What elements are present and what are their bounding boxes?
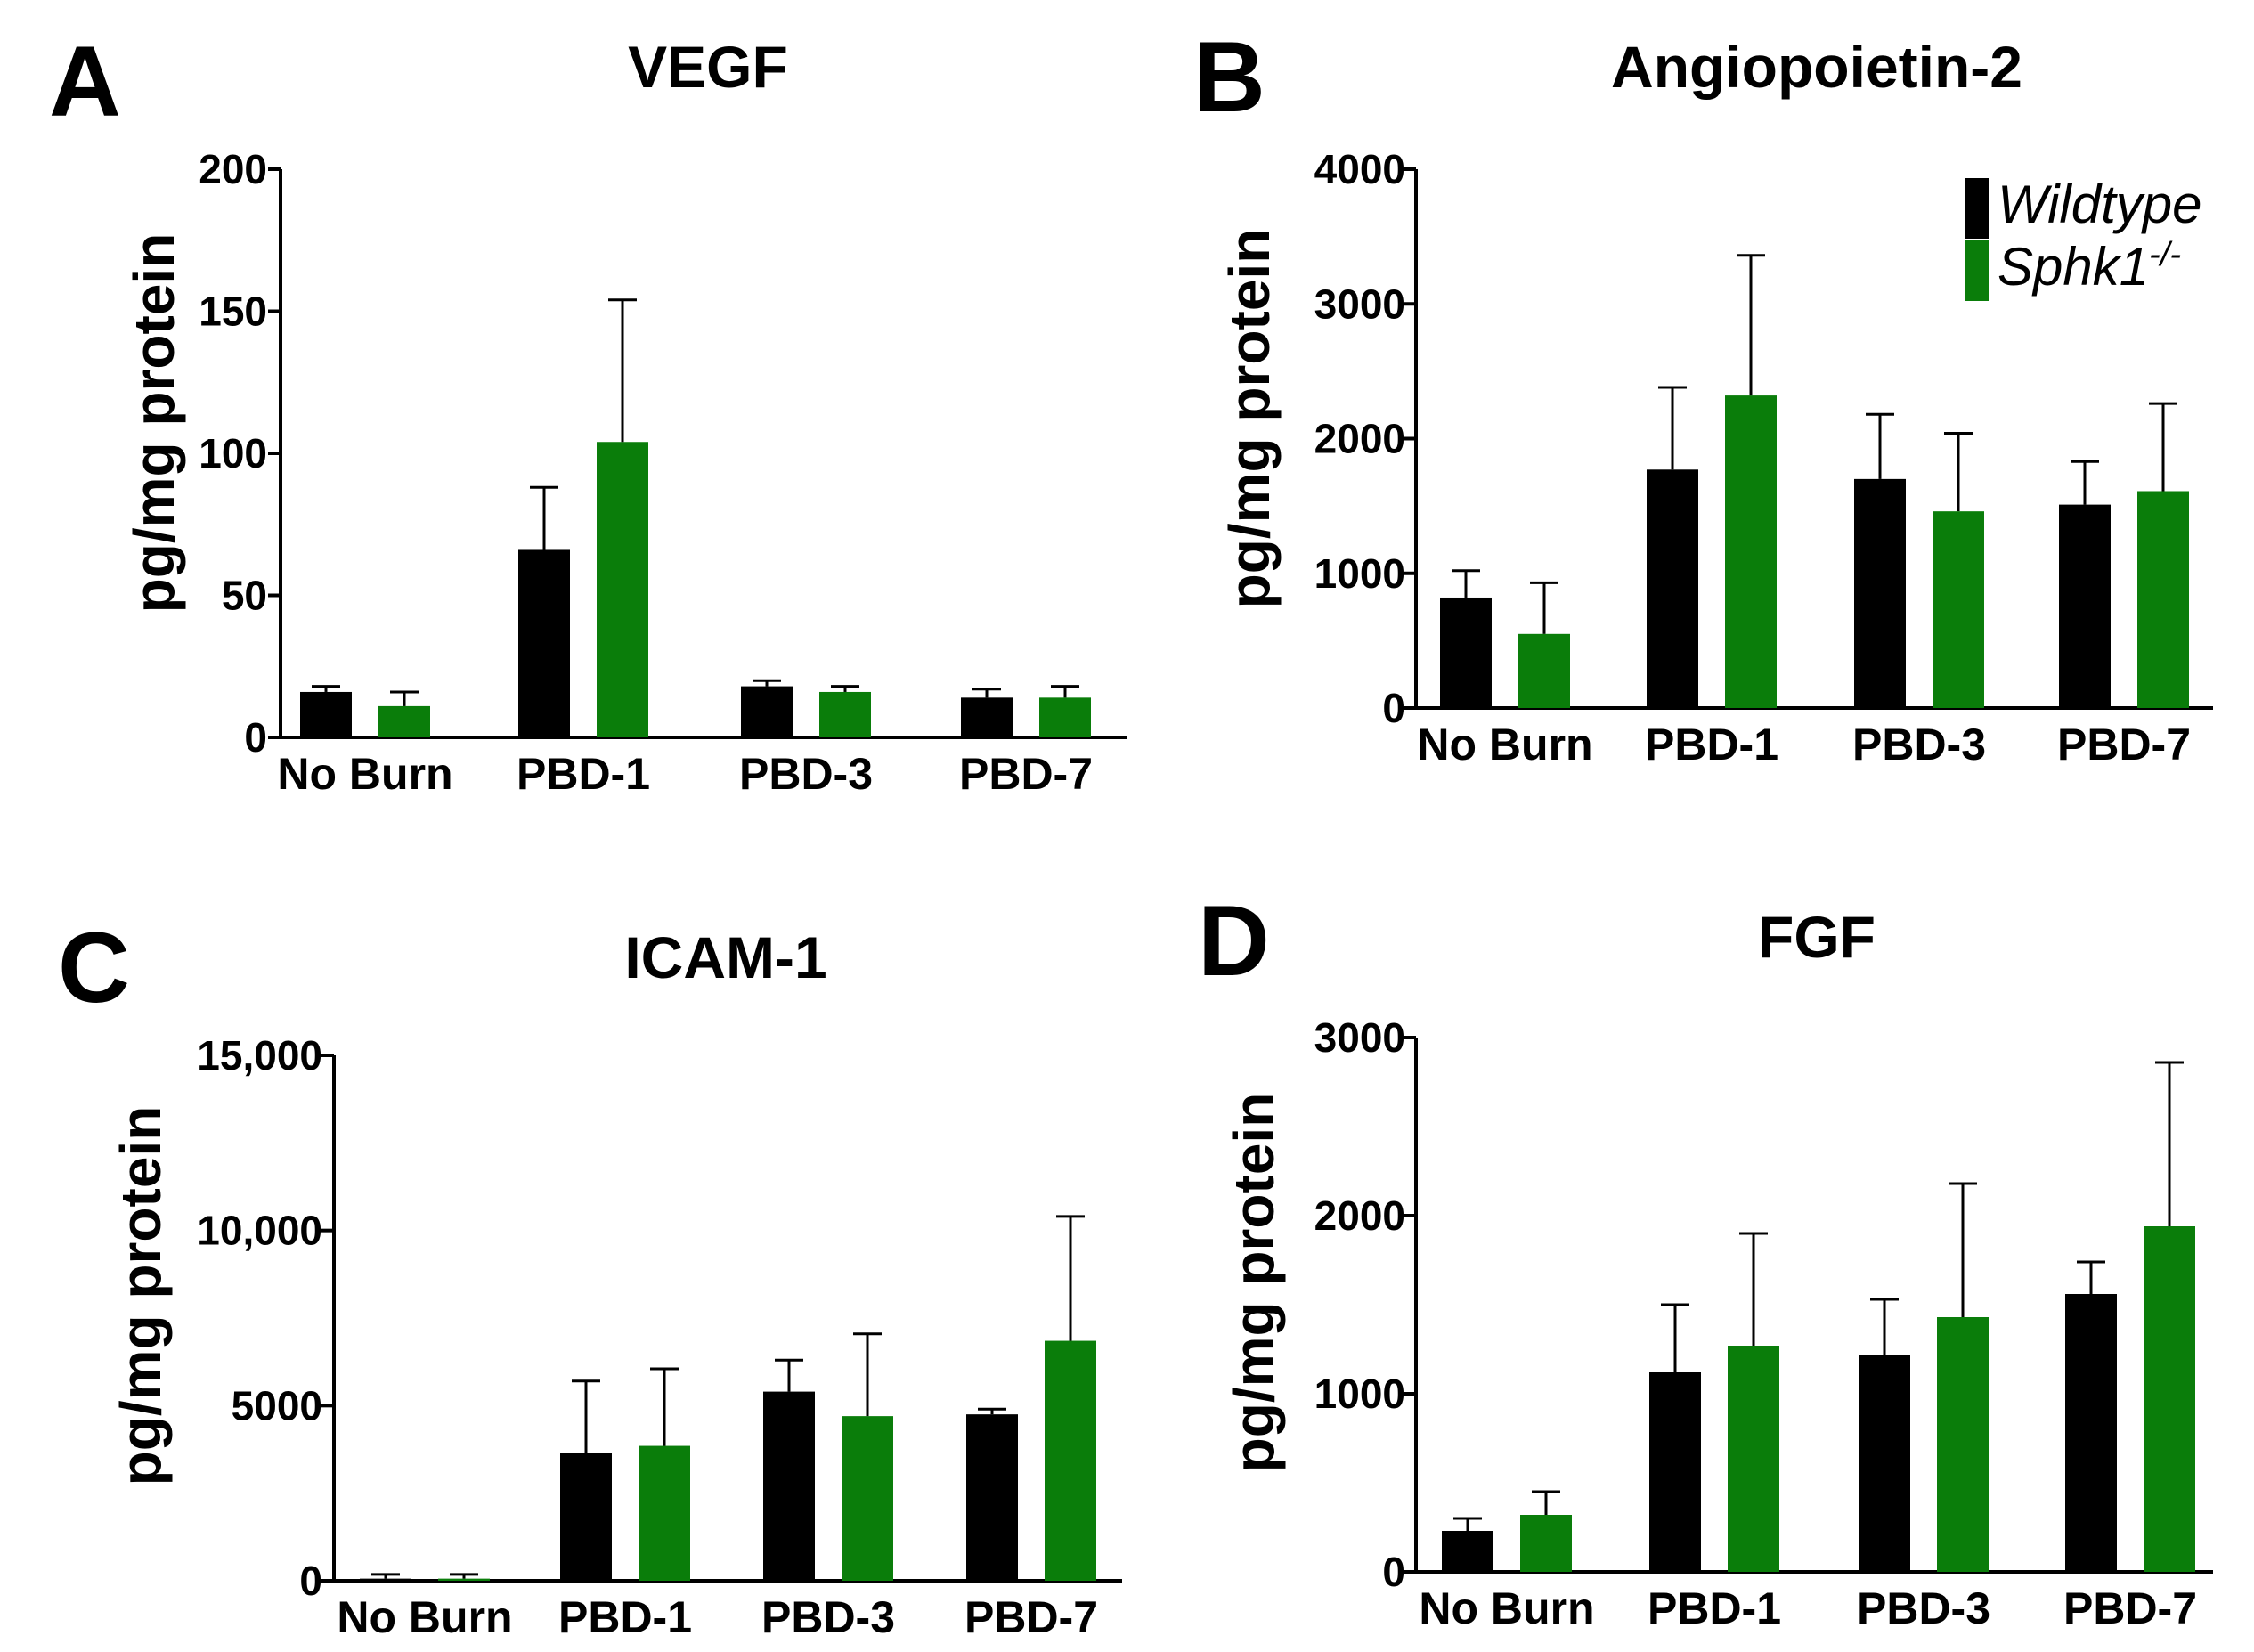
x-category-label: PBD-3 — [739, 749, 873, 799]
bar-wildtype — [1854, 478, 1906, 708]
y-tick-label: 100 — [199, 430, 267, 476]
x-category-label: PBD-7 — [2063, 1583, 2197, 1633]
x-category-label: PBD-1 — [1648, 1583, 1781, 1633]
bar-wildtype — [741, 686, 793, 737]
y-tick-label: 10,000 — [197, 1208, 322, 1254]
y-tick-label: 50 — [222, 573, 267, 619]
bar-wildtype — [518, 549, 570, 737]
y-axis-label-d: pg/mg protein — [1222, 1093, 1286, 1473]
legend-label-sphk1-superscript: -/- — [2149, 236, 2181, 273]
panel-title-c: ICAM-1 — [624, 924, 826, 990]
y-tick-label: 0 — [244, 714, 267, 761]
bar-wildtype — [1647, 469, 1698, 708]
bar-wildtype — [560, 1453, 612, 1581]
bar-sphk1 — [2137, 491, 2189, 708]
legend-label-wildtype: Wildtype — [1998, 175, 2202, 234]
bar-wildtype — [2059, 504, 2111, 708]
y-tick-label: 15,000 — [197, 1032, 322, 1078]
panel-letter-b: B — [1193, 21, 1265, 133]
x-category-label: No Burn — [1419, 1583, 1594, 1633]
bar-sphk1 — [438, 1578, 490, 1581]
y-tick-label: 1000 — [1314, 1371, 1405, 1417]
x-category-label: PBD-7 — [964, 1592, 1098, 1642]
y-tick-label: 3000 — [1314, 281, 1405, 327]
bar-sphk1 — [639, 1445, 690, 1581]
panel-title-d: FGF — [1758, 904, 1876, 970]
panel-title-a: VEGF — [628, 34, 788, 100]
bar-sphk1 — [1933, 511, 1984, 708]
panel-letter-d: D — [1198, 885, 1270, 997]
legend-label-sphk1: Sphk1-/- — [1998, 236, 2181, 297]
bar-wildtype — [966, 1414, 1018, 1581]
y-axis-label-c: pg/mg protein — [109, 1106, 173, 1486]
bar-sphk1 — [2144, 1226, 2195, 1572]
bar-wildtype — [300, 691, 352, 737]
legend-swatch-sphk1 — [1965, 240, 1989, 301]
y-tick-label: 0 — [1382, 1549, 1405, 1595]
y-tick-label: 200 — [199, 146, 267, 192]
y-tick-label: 1000 — [1314, 550, 1405, 597]
y-axis-label-a: pg/mg protein — [122, 233, 186, 614]
x-category-label: PBD-1 — [1645, 720, 1778, 769]
bar-sphk1 — [378, 705, 430, 737]
x-category-label: No Burn — [337, 1592, 512, 1642]
bar-sphk1 — [1725, 395, 1777, 708]
x-category-label: No Burn — [277, 749, 452, 799]
legend: Wildtype Sphk1-/- — [1965, 175, 2202, 301]
bar-wildtype — [1859, 1355, 1910, 1572]
bar-sphk1 — [1937, 1317, 1989, 1572]
y-axis-label-b: pg/mg protein — [1217, 229, 1282, 609]
y-tick-label: 5000 — [232, 1382, 322, 1428]
panel-title-b: Angiopoietin-2 — [1611, 34, 2022, 100]
x-category-label: PBD-3 — [1852, 720, 1986, 769]
x-category-label: PBD-3 — [761, 1592, 895, 1642]
bar-sphk1 — [1520, 1515, 1572, 1572]
bar-sphk1 — [1518, 633, 1570, 708]
x-category-label: PBD-1 — [558, 1592, 692, 1642]
bar-sphk1 — [1039, 697, 1091, 737]
y-tick-label: 150 — [199, 289, 267, 335]
bar-wildtype — [1649, 1372, 1701, 1572]
bar-wildtype — [360, 1578, 411, 1581]
panel-letter-a: A — [49, 26, 121, 137]
x-category-label: PBD-7 — [2057, 720, 2191, 769]
panel-b: B Angiopoietin-2 pg/mg protein 0 1000 2000… — [1193, 21, 2213, 769]
y-tick-label: 2000 — [1314, 416, 1405, 462]
panel-a: A VEGF pg/mg protein 0 50 100 150 200 No Burn… — [49, 26, 1127, 799]
bar-wildtype — [1440, 597, 1492, 708]
x-category-label: PBD-1 — [517, 749, 650, 799]
bar-sphk1 — [819, 691, 871, 737]
bar-sphk1 — [1728, 1346, 1779, 1572]
bar-wildtype — [763, 1391, 815, 1581]
bar-sphk1 — [842, 1416, 893, 1581]
legend-swatch-wildtype — [1965, 178, 1989, 239]
panel-c: C ICAM-1 pg/mg protein 0 5000 10,000 15,000… — [58, 912, 1122, 1642]
bar-sphk1 — [597, 442, 648, 737]
bar-wildtype — [1442, 1531, 1493, 1572]
bar-wildtype — [2065, 1294, 2117, 1572]
x-category-label: No Burn — [1417, 720, 1592, 769]
y-tick-label: 0 — [1382, 685, 1405, 731]
y-tick-label: 3000 — [1314, 1014, 1405, 1061]
bar-wildtype — [961, 697, 1013, 737]
y-tick-label: 0 — [299, 1558, 322, 1604]
x-category-label: PBD-3 — [1857, 1583, 1990, 1633]
legend-label-sphk1-name: Sphk1 — [1998, 237, 2149, 297]
panel-d: D FGF pg/mg protein 0 1000 2000 3000 No Burn… — [1198, 885, 2213, 1633]
bar-sphk1 — [1045, 1340, 1096, 1581]
panel-letter-c: C — [58, 912, 130, 1023]
x-category-label: PBD-7 — [959, 749, 1093, 799]
y-tick-label: 4000 — [1314, 146, 1405, 192]
y-tick-label: 2000 — [1314, 1192, 1405, 1239]
